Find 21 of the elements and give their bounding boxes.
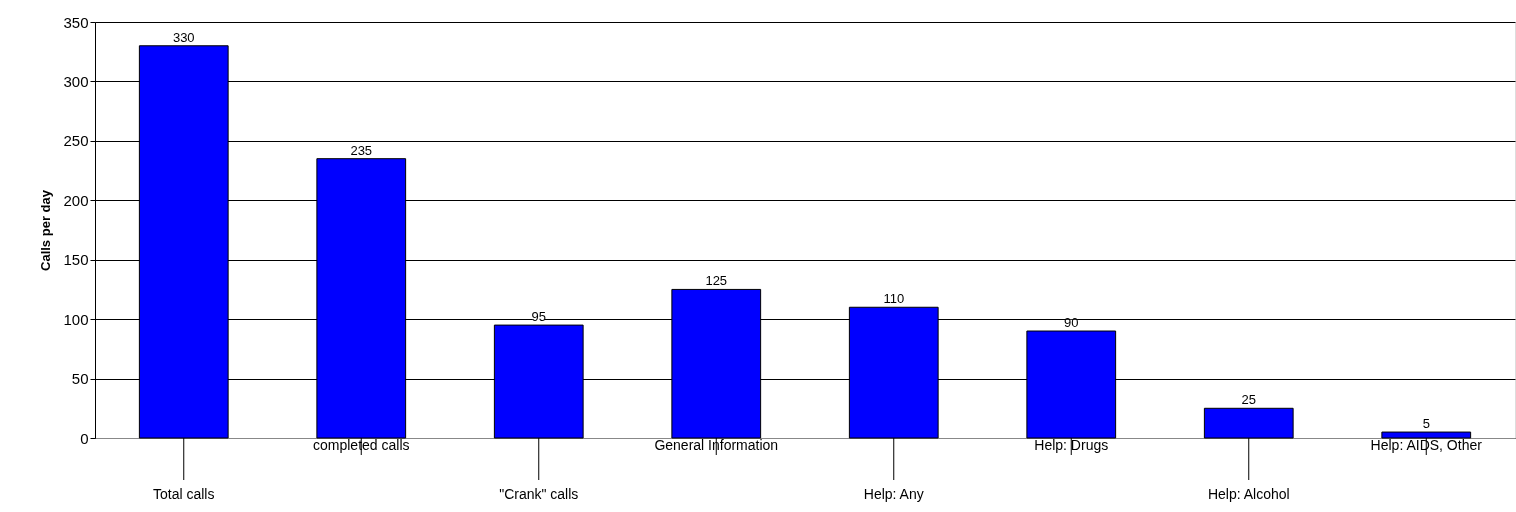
data-label: 235 [350,142,373,158]
y-tick-label: 0 [80,429,89,447]
y-tick-label: 150 [63,251,89,269]
y-tick-label: 50 [71,370,89,388]
data-label: 125 [705,273,728,289]
y-tick-label: 100 [63,310,89,328]
x-tick-label: Help: Drugs [1034,437,1109,453]
y-tick-label: 250 [63,132,89,150]
x-tick-label: Help: Any [863,486,924,502]
y-tick-label: 200 [63,191,89,209]
y-tick-label: 350 [63,13,89,31]
data-label: 330 [172,29,195,45]
data-label: 110 [883,291,905,307]
data-label: 5 [1422,416,1430,432]
x-tick-label: "Crank" calls [499,486,579,502]
y-tick-label: 300 [63,72,89,90]
data-label: 25 [1241,392,1256,408]
x-tick-label: Help: Alcohol [1207,486,1290,502]
data-label: 95 [531,309,546,325]
x-tick-label: Total calls [153,486,215,502]
y-axis-title: Calls per day [38,189,54,271]
